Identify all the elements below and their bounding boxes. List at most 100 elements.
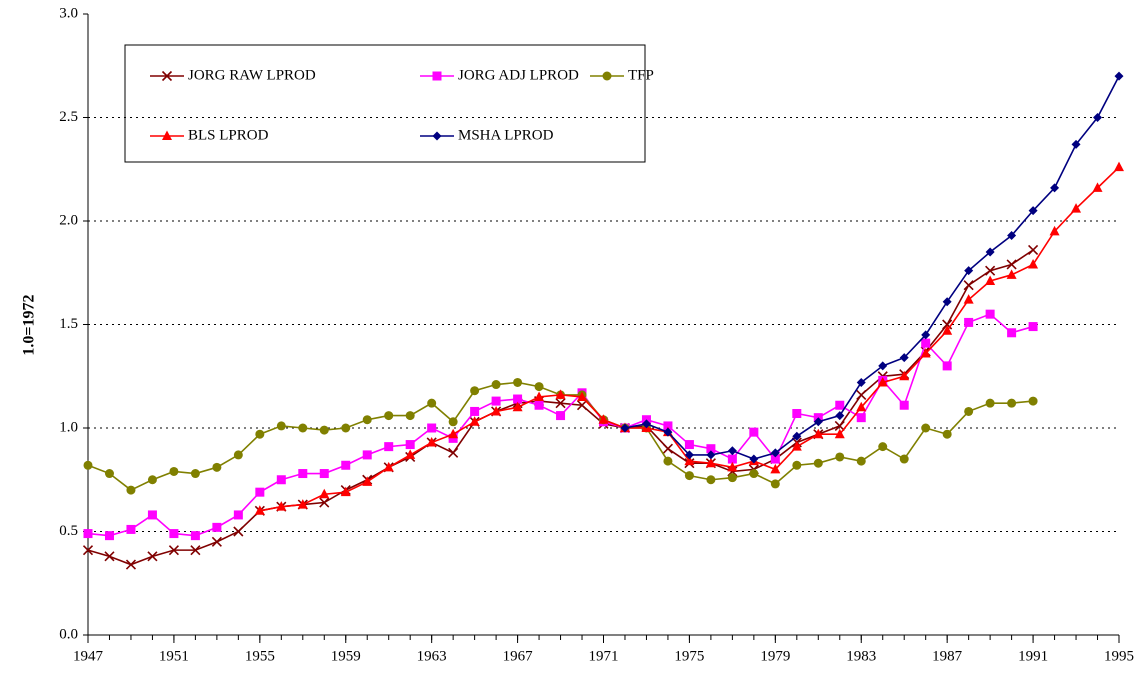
marker — [663, 427, 673, 437]
marker — [727, 454, 737, 464]
marker — [942, 361, 952, 371]
marker — [749, 469, 759, 479]
marker — [491, 396, 501, 406]
marker — [470, 386, 480, 396]
legend-label: JORG RAW LPROD — [188, 67, 316, 83]
marker — [1028, 258, 1039, 269]
marker — [1093, 113, 1103, 122]
marker — [921, 330, 931, 340]
x-tick-label: 1947 — [73, 648, 104, 664]
marker — [921, 423, 931, 433]
marker — [147, 551, 158, 562]
marker — [362, 450, 372, 460]
legend-label: MSHA LPROD — [458, 127, 554, 143]
marker — [813, 417, 823, 427]
marker — [684, 450, 694, 460]
marker — [684, 455, 695, 466]
x-tick-label: 1971 — [589, 648, 619, 664]
marker — [1028, 244, 1039, 256]
marker — [1114, 161, 1124, 172]
marker — [727, 473, 737, 483]
marker — [1049, 225, 1060, 236]
y-tick-label: 1.5 — [59, 316, 78, 332]
marker — [921, 338, 931, 348]
marker — [255, 487, 265, 497]
marker — [663, 421, 673, 431]
marker — [126, 524, 136, 534]
marker — [856, 413, 866, 423]
marker — [835, 411, 845, 421]
marker — [684, 440, 694, 450]
marker — [749, 427, 759, 437]
marker — [1006, 259, 1017, 270]
marker — [899, 370, 910, 381]
marker — [985, 275, 996, 286]
marker — [405, 411, 415, 421]
legend-marker — [432, 131, 442, 141]
marker — [298, 423, 308, 433]
marker — [620, 423, 630, 433]
marker — [834, 420, 845, 431]
legend-box — [124, 44, 646, 163]
marker — [727, 461, 738, 472]
marker — [770, 463, 781, 474]
marker — [641, 419, 651, 429]
marker — [254, 505, 265, 515]
marker — [212, 522, 222, 532]
y-tick-label: 0.5 — [59, 523, 78, 539]
marker — [985, 309, 995, 319]
x-tick-label: 1995 — [1104, 648, 1134, 664]
marker — [534, 400, 544, 410]
marker — [104, 551, 115, 562]
marker — [362, 476, 373, 486]
x-tick-label: 1959 — [331, 648, 361, 664]
marker — [770, 448, 780, 458]
x-tick-label: 1987 — [932, 648, 963, 664]
y-tick-label: 1.0 — [59, 419, 78, 435]
marker — [856, 456, 866, 466]
legend-label: JORG ADJ LPROD — [458, 67, 579, 83]
marker — [749, 454, 759, 464]
marker — [792, 409, 802, 419]
marker — [1114, 71, 1124, 81]
marker — [576, 400, 588, 411]
marker — [705, 457, 716, 468]
marker — [448, 428, 459, 439]
legend-label: TFP — [628, 67, 654, 83]
marker — [942, 429, 952, 439]
marker — [125, 559, 137, 570]
marker — [534, 382, 544, 392]
legend-marker — [602, 71, 612, 81]
marker — [1007, 398, 1017, 408]
marker — [319, 488, 330, 499]
marker — [856, 401, 867, 412]
marker — [878, 361, 888, 371]
marker — [384, 411, 394, 421]
marker — [877, 376, 888, 387]
marker — [190, 545, 201, 556]
marker — [276, 421, 286, 431]
x-tick-label: 1967 — [503, 648, 534, 664]
marker — [448, 417, 458, 427]
marker — [1071, 139, 1081, 149]
legend-marker — [162, 130, 172, 140]
marker — [770, 479, 780, 489]
legend-marker — [432, 71, 442, 81]
marker — [770, 454, 780, 464]
marker — [83, 460, 93, 470]
marker — [319, 497, 330, 508]
x-tick-label: 1979 — [760, 648, 790, 664]
marker — [470, 406, 480, 416]
marker — [963, 294, 974, 304]
marker — [233, 526, 244, 537]
marker — [427, 398, 437, 408]
marker — [83, 529, 93, 539]
marker — [340, 486, 351, 497]
x-tick-label: 1975 — [674, 648, 704, 664]
marker — [727, 446, 737, 456]
marker — [791, 441, 802, 451]
marker — [1007, 328, 1017, 338]
marker — [899, 353, 909, 363]
marker — [662, 443, 674, 454]
